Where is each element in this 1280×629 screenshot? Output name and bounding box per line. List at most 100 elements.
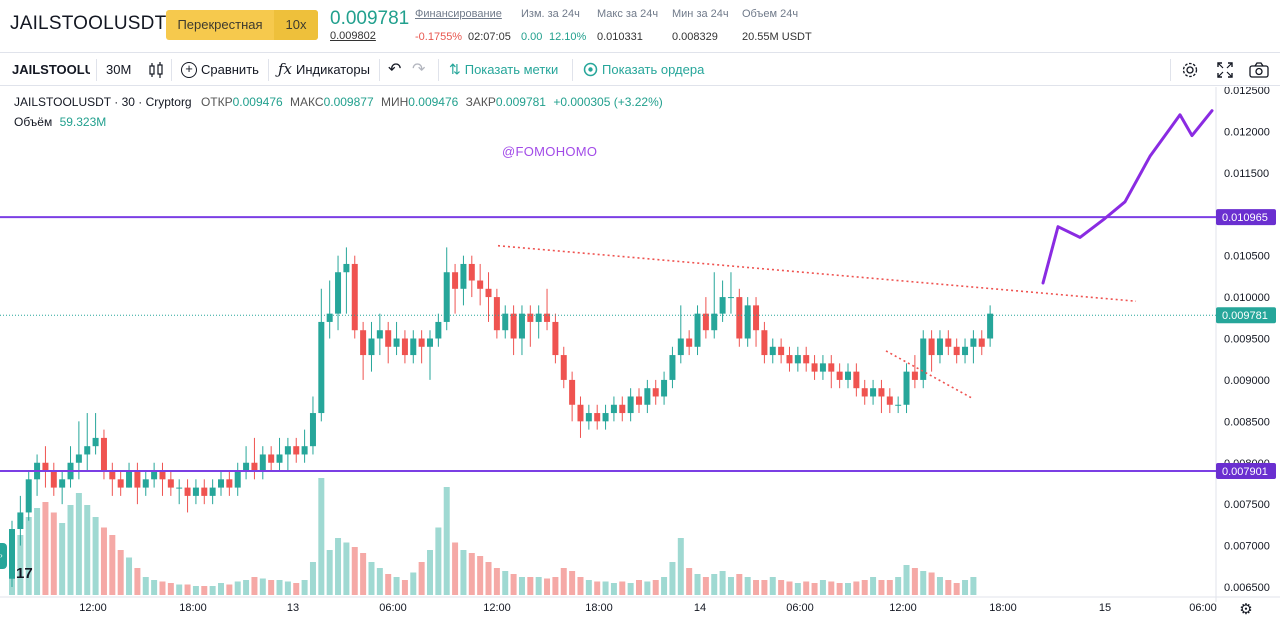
- sort-arrows-icon: ⇅: [449, 61, 461, 77]
- show-orders-label: Показать ордера: [602, 62, 705, 77]
- volume-bar: [443, 487, 450, 595]
- ohlc-legend: JAILSTOOLUSDT · 30 · Cryptorg ОТКР0.0094…: [14, 95, 663, 109]
- candle-body: [861, 388, 868, 397]
- candle-body: [268, 454, 275, 463]
- volume-bar: [259, 578, 266, 595]
- volume-bar: [928, 572, 935, 595]
- chart-canvas[interactable]: 0.0125000.0120000.0115000.0110000.010500…: [0, 87, 1280, 629]
- show-labels-button[interactable]: ⇅ Показать метки: [449, 53, 558, 86]
- x-tick-label: 06:00: [1189, 602, 1217, 614]
- candle-body: [59, 479, 66, 488]
- candle-body: [652, 388, 659, 397]
- volume-bar: [711, 574, 718, 595]
- candle-body: [686, 338, 693, 347]
- candle-type-button[interactable]: [148, 53, 164, 86]
- last-price-label: 0.009781: [1222, 310, 1268, 322]
- funding-label[interactable]: Финансирование: [415, 8, 502, 20]
- redo-button[interactable]: ↷: [412, 53, 425, 86]
- candle-body: [886, 396, 893, 405]
- volume-bar: [719, 571, 726, 595]
- leverage-button[interactable]: 10x: [274, 10, 318, 40]
- volume-bar: [853, 581, 860, 595]
- candle-body: [803, 355, 810, 364]
- volume-bar: [100, 527, 107, 595]
- volume-bar: [527, 577, 534, 595]
- candle-body: [753, 305, 760, 331]
- interval-button[interactable]: 30M: [106, 62, 132, 77]
- resistance-trendline: [497, 244, 1137, 303]
- fullscreen-button[interactable]: [1217, 53, 1233, 86]
- legend-change: +0.000305 (+3.22%): [553, 95, 663, 109]
- volume-bar: [727, 577, 734, 595]
- volume-bar: [167, 583, 174, 595]
- candle-body: [502, 313, 509, 331]
- margin-mode-button[interactable]: Перекрестная: [177, 17, 263, 32]
- x-tick-label: 12:00: [79, 602, 107, 614]
- redo-icon: ↷: [412, 61, 426, 78]
- volume-legend-value: 59.323M: [59, 115, 107, 129]
- volume-bar: [861, 580, 868, 595]
- funding-timer: 02:07:05: [468, 31, 511, 43]
- high-label: Макс за 24ч: [597, 8, 659, 20]
- chevron-right-icon: ›: [0, 551, 3, 560]
- volume-bar: [535, 577, 542, 595]
- compare-button[interactable]: + Сравнить: [181, 53, 259, 86]
- volume-bar: [218, 583, 224, 595]
- candle-body: [727, 297, 734, 299]
- candle-body: [610, 404, 617, 414]
- candle-body: [895, 404, 902, 406]
- toolbar-divider: [572, 59, 573, 81]
- candle-body: [552, 321, 559, 356]
- indicators-button[interactable]: ƒx Индикаторы: [278, 53, 370, 86]
- candle-body: [360, 330, 367, 356]
- show-orders-button[interactable]: Показать ордера: [583, 53, 704, 86]
- candle-body: [920, 338, 927, 380]
- volume-bar: [686, 568, 693, 595]
- candle-body: [987, 313, 994, 339]
- volume-bar: [903, 565, 910, 595]
- change-label: Изм. за 24ч: [521, 8, 580, 20]
- volume-bar: [318, 478, 325, 595]
- candle-body: [42, 462, 49, 472]
- toolbar-symbol[interactable]: JAILSTOOLUS: [12, 62, 90, 77]
- level-price-tag: [1216, 462, 1276, 479]
- volume-bar: [845, 583, 851, 595]
- candle-body: [644, 388, 651, 405]
- volume-bar: [652, 580, 659, 595]
- candle-body: [928, 338, 935, 356]
- candle-body: [719, 297, 726, 314]
- candle-body: [176, 487, 183, 489]
- volume-bar: [744, 577, 751, 595]
- candle-body: [945, 338, 952, 347]
- candle-body: [418, 338, 425, 347]
- volume-bar: [594, 581, 601, 595]
- volume-bar: [368, 562, 375, 595]
- volume-bar: [309, 562, 316, 595]
- volume-bar: [920, 571, 927, 595]
- volume-bar: [702, 577, 709, 595]
- candle-body: [911, 371, 918, 380]
- volume-bar: [209, 586, 216, 595]
- symbol-title[interactable]: JAILSTOOLUSDT: [10, 13, 167, 34]
- volume-bar: [184, 584, 191, 595]
- volume-bar: [560, 568, 567, 595]
- screenshot-button[interactable]: [1249, 53, 1269, 86]
- settings-button[interactable]: [1181, 53, 1199, 86]
- candle-body: [619, 404, 626, 414]
- volume-bar: [42, 502, 49, 595]
- candle-body: [702, 313, 709, 331]
- price-chart[interactable]: 0.0125000.0120000.0115000.0110000.010500…: [0, 87, 1280, 629]
- candle-body: [92, 437, 99, 447]
- candle-body: [836, 371, 843, 380]
- volume-bar: [50, 512, 57, 595]
- undo-button[interactable]: ↶: [388, 53, 401, 86]
- toolbar-divider: [379, 59, 380, 81]
- volume-bar: [251, 577, 258, 595]
- volume-bar: [226, 584, 233, 595]
- candle-body: [410, 338, 417, 356]
- left-panel-toggle[interactable]: ›: [0, 543, 7, 569]
- axis-settings-icon: ⚙: [1239, 601, 1252, 618]
- candle-body: [318, 321, 325, 414]
- volume-bar: [518, 577, 525, 595]
- candle-body: [201, 487, 208, 496]
